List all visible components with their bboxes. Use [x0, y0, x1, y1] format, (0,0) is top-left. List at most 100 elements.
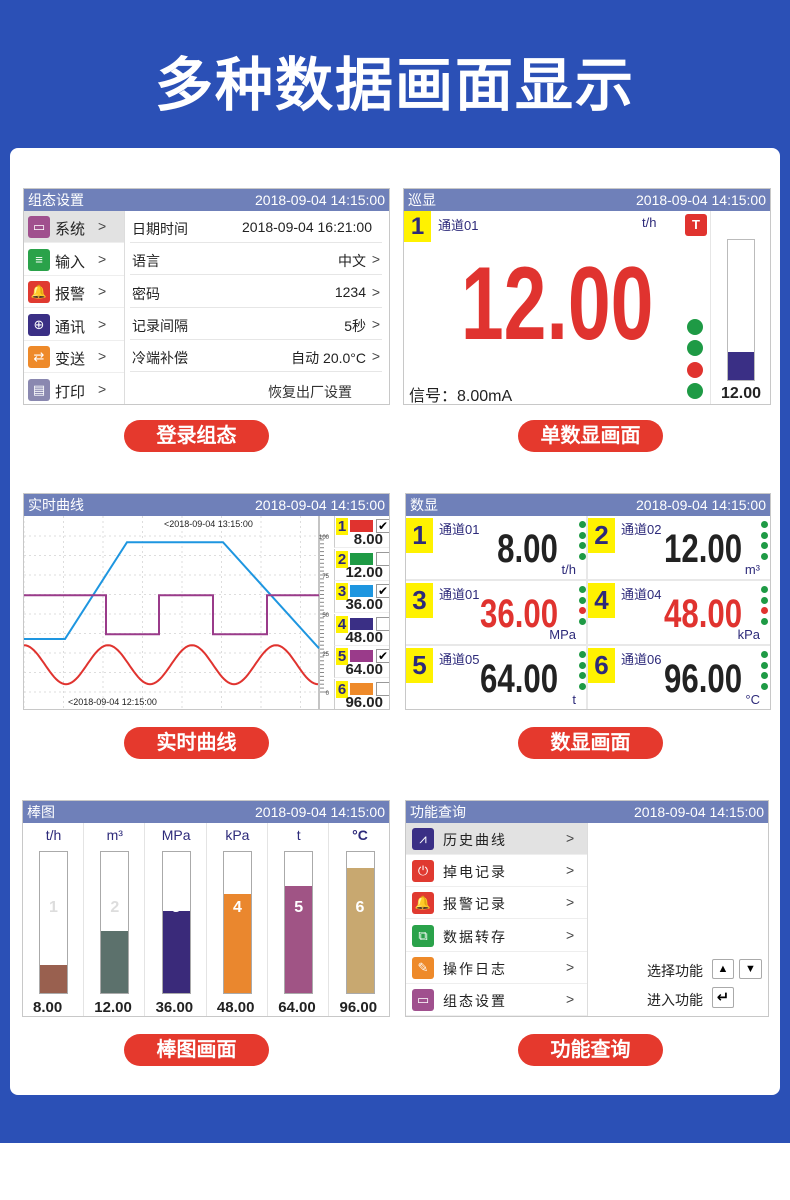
color-swatch [350, 682, 373, 695]
chevron-right-icon: > [566, 991, 575, 1007]
color-swatch [350, 617, 373, 630]
factory-reset-button[interactable]: 恢复出厂设置 [268, 384, 352, 400]
legend-channel-3[interactable]: 3 ✔ 36.00 [334, 581, 389, 613]
alarm-indicator-4 [579, 617, 586, 625]
sidebar-item-1[interactable]: ≡ 输入 > [24, 243, 124, 276]
channel-name: 通道05 [439, 652, 480, 667]
signal-readout: 信号：8.00mA [409, 388, 513, 405]
menu-item-0[interactable]: ⩘ 历史曲线 > [406, 823, 587, 855]
caption-config: 登录组态 [124, 420, 269, 452]
bar-column-2[interactable]: m³ 2 12.00 [84, 823, 146, 1016]
channel-checkbox[interactable] [376, 616, 389, 631]
channel-checkbox[interactable]: ✔ [376, 584, 389, 598]
enter-button[interactable]: ↵ [712, 987, 734, 1008]
channel-checkbox[interactable]: ✔ [376, 519, 389, 533]
down-button[interactable]: ▼ [739, 959, 762, 979]
legend-channel-6[interactable]: 6 96.00 [334, 678, 389, 709]
sidebar-item-label: 变送 [55, 351, 86, 368]
trend-line-3 [24, 541, 320, 649]
channel-number-badge: 5 [336, 648, 348, 665]
legend-value: 12.00 [345, 563, 383, 581]
setting-row-3[interactable]: 记录间隔 5秒 > [130, 308, 382, 340]
screen-datetime: 2018-09-04 14:15:00 [634, 804, 764, 820]
legend-channel-1[interactable]: 1 ✔ 8.00 [334, 516, 389, 548]
alarm-indicator-4 [761, 617, 768, 625]
setting-label: 语言 [132, 253, 160, 270]
legend-channel-4[interactable]: 4 48.00 [334, 613, 389, 646]
legend-value: 64.00 [345, 661, 383, 678]
alarm-t-icon: T [685, 214, 707, 236]
screen-title: 棒图 [27, 804, 55, 820]
bar-column-4[interactable]: kPa 4 48.00 [207, 823, 268, 1016]
setting-row-4[interactable]: 冷端补偿 自动 20.0°C > [130, 340, 382, 373]
caption-single: 单数显画面 [518, 420, 663, 452]
bar-column-5[interactable]: t 5 64.00 [268, 823, 330, 1016]
channel-name: 通道01 [439, 522, 480, 537]
setting-value: 中文 [338, 253, 366, 270]
bar-track: 4 [222, 851, 252, 994]
channel-cell-1[interactable]: 1 通道01 8.00 t/h [406, 516, 588, 581]
alarm-indicator-4 [579, 682, 586, 690]
setting-label: 冷端补偿 [132, 350, 188, 367]
channel-cell-6[interactable]: 6 通道06 96.00 °C [588, 646, 770, 709]
sidebar-item-label: 系统 [55, 221, 86, 238]
screen-header: 实时曲线 2018-09-04 14:15:00 [24, 494, 389, 516]
legend-value: 48.00 [345, 628, 383, 646]
sidebar-item-label: 输入 [55, 253, 86, 271]
unit-label: t [572, 692, 576, 707]
alarm-indicator-2 [579, 661, 586, 669]
sidebar-item-4[interactable]: ⇄ 变送 > [24, 341, 124, 373]
menu-item-3[interactable]: ⧉ 数据转存 > [406, 919, 587, 952]
function-query-screen: 功能查询 2018-09-04 14:15:00 ⩘ 历史曲线 > ⏻ 掉电记录 > 🔔 报警记… [405, 800, 769, 1017]
screen-title: 组态设置 [28, 192, 84, 208]
alarm-indicator-2 [761, 531, 768, 539]
bar-value: 96.00 [339, 999, 378, 1016]
color-swatch [350, 552, 373, 565]
setting-value: 5秒 [344, 317, 366, 334]
channel-checkbox[interactable] [376, 551, 389, 566]
channel-value: 96.00 [642, 658, 742, 700]
sidebar-item-3[interactable]: ⊕ 通讯 > [24, 308, 124, 341]
setting-row-0[interactable]: 日期时间 2018-09-04 16:21:00 [130, 211, 382, 243]
menu-item-label: 数据转存 [443, 928, 507, 945]
trend-plot[interactable]: 100 75 50 25 0 [24, 516, 334, 710]
sidebar-item-5[interactable]: ▤ 打印 > [24, 373, 124, 404]
channel-cell-2[interactable]: 2 通道02 12.00 m³ [588, 516, 770, 581]
setting-row-2[interactable]: 密码 1234 > [130, 276, 382, 308]
channel-cell-4[interactable]: 4 通道04 48.00 kPa [588, 581, 770, 646]
channel-number-badge: 4 [336, 615, 348, 633]
channel-checkbox[interactable] [376, 681, 389, 696]
legend-value: 36.00 [345, 596, 383, 613]
menu-item-4[interactable]: ✎ 操作日志 > [406, 951, 587, 984]
channel-cell-5[interactable]: 5 通道05 64.00 t [406, 646, 588, 709]
channel-cell-3[interactable]: 3 通道01 36.00 MPa [406, 581, 588, 646]
menu-item-5[interactable]: ▭ 组态设置 > [406, 984, 587, 1016]
menu-item-2[interactable]: 🔔 报警记录 > [406, 887, 587, 920]
channel-value-text: 96.00 [663, 657, 742, 701]
legend-channel-5[interactable]: 5 ✔ 64.00 [334, 646, 389, 678]
color-swatch [350, 520, 373, 532]
setting-label: 记录间隔 [132, 317, 188, 334]
sidebar-item-0[interactable]: ▭ 系统 > [24, 211, 124, 243]
channel-number-badge: 5 [406, 648, 433, 683]
y-tick-label: 0 [326, 691, 330, 697]
bar-column-1[interactable]: t/h 1 8.00 [23, 823, 84, 1016]
up-button[interactable]: ▲ [712, 959, 734, 979]
setting-row-1[interactable]: 语言 中文 > [130, 243, 382, 276]
channel-value: 48.00 [642, 593, 742, 635]
bar-column-3[interactable]: MPa 3 36.00 [146, 823, 207, 1016]
alarm-indicator-4 [579, 552, 586, 560]
legend-channel-2[interactable]: 2 12.00 [334, 548, 389, 581]
y-tick-label: 25 [322, 652, 329, 658]
chevron-right-icon: > [566, 862, 575, 879]
channel-value-text: 36.00 [479, 592, 558, 636]
bar-number: 1 [49, 899, 58, 916]
enter-function-label: 进入功能 [647, 992, 703, 1008]
channel-checkbox[interactable]: ✔ [376, 649, 389, 663]
bar-column-6[interactable]: °C 6 96.00 [330, 823, 390, 1016]
menu-item-1[interactable]: ⏻ 掉电记录 > [406, 855, 587, 888]
sidebar-item-2[interactable]: 🔔 报警 > [24, 276, 124, 308]
alarm-indicator-2 [761, 661, 768, 669]
screen-datetime: 2018-09-04 14:15:00 [255, 192, 385, 208]
bar-fill [346, 867, 374, 993]
